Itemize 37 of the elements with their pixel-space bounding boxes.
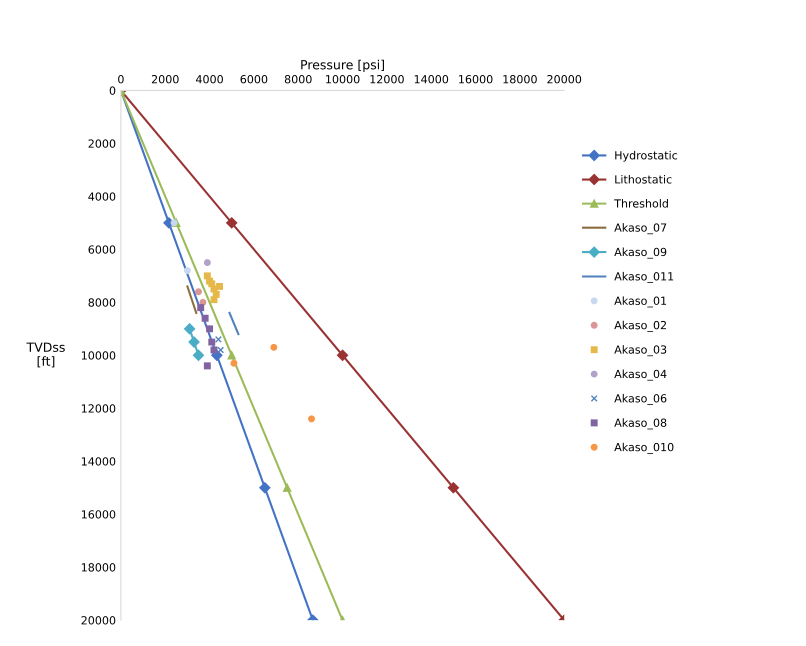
y-axis-title: TVDss [ft] (26, 342, 65, 368)
legend-label: Akaso_04 (614, 370, 666, 381)
legend-label: Akaso_07 (614, 223, 666, 234)
legend-label: Akaso_010 (614, 442, 674, 454)
legend-label: Akaso_06 (614, 394, 666, 405)
x-tick-label: 10000 (326, 75, 360, 84)
x-tick-label: 12000 (370, 75, 404, 84)
y-tick-label: 4000 (88, 192, 116, 201)
y-tick-label: 18000 (82, 563, 116, 572)
y-tick-label: 20000 (82, 616, 116, 625)
x-tick-label: 6000 (240, 75, 268, 84)
x-tick-label: 14000 (414, 75, 448, 84)
legend-label: Akaso_02 (614, 320, 666, 332)
y-tick-label: 8000 (88, 298, 116, 307)
y-tick-label: 14000 (82, 457, 116, 466)
legend-label: Akaso_01 (614, 296, 666, 308)
x-tick-label: 16000 (459, 75, 492, 84)
legend-label: Hydrostatic (615, 150, 678, 162)
x-tick-label: 20000 (547, 75, 582, 84)
x-axis-title: Pressure [psi] (301, 60, 384, 72)
legend-label: Akaso_08 (614, 418, 666, 430)
legend-label: Threshold (614, 199, 668, 208)
x-tick-label: 2000 (152, 75, 179, 84)
x-tick-label: 4000 (196, 75, 223, 84)
legend-label: Akaso_03 (614, 345, 666, 356)
y-tick-label: 2000 (88, 139, 116, 148)
y-tick-label: 16000 (82, 510, 116, 519)
y-tick-label: 6000 (88, 245, 116, 254)
legend-label: Akaso_09 (614, 248, 666, 259)
legend-label: Akaso_011 (614, 272, 674, 283)
y-tick-label: 10000 (82, 351, 116, 360)
legend-label: Lithostatic (615, 174, 672, 184)
x-tick-label: 18000 (503, 75, 537, 84)
x-tick-label: 0 (118, 75, 124, 84)
y-tick-label: 12000 (82, 404, 116, 413)
y-tick-label: 0 (110, 86, 116, 95)
x-tick-label: 8000 (284, 75, 312, 84)
